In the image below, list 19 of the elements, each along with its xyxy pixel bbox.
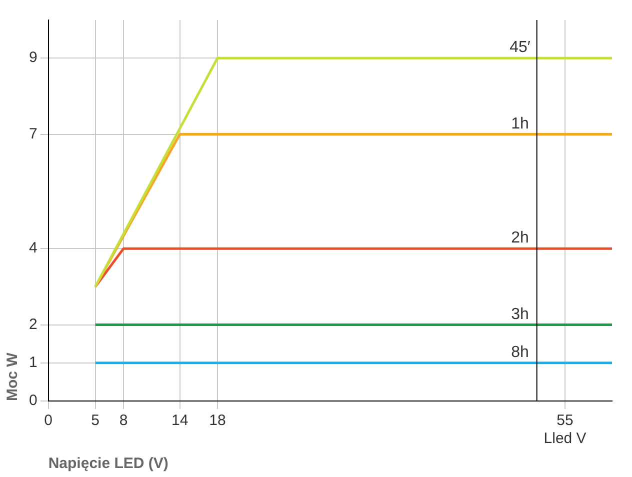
x-tick-label: 18 (209, 412, 226, 430)
x-tick-label: 8 (119, 412, 128, 430)
series-label: 45′ (510, 39, 530, 56)
y-tick-label: 2 (29, 316, 38, 333)
series-label: 1h (511, 115, 529, 132)
x-axis-title: Napięcie LED (V) (48, 455, 168, 472)
y-tick-label: 1 (29, 354, 38, 372)
x-tick-label: 14 (172, 412, 188, 430)
series-label: 2h (511, 230, 529, 247)
y-tick-label: 7 (29, 125, 38, 142)
x-tick-label: 55 Lled V (544, 412, 586, 448)
x-tick-label: 5 (91, 412, 100, 430)
y-tick-label: 0 (29, 392, 38, 410)
y-tick-label: 4 (29, 240, 38, 257)
y-axis-title: Moc W (4, 352, 22, 401)
y-tick-label: 9 (29, 49, 38, 66)
series-label: 3h (511, 306, 529, 323)
x-tick-label: 0 (44, 412, 53, 430)
series-label: 8h (511, 344, 529, 361)
